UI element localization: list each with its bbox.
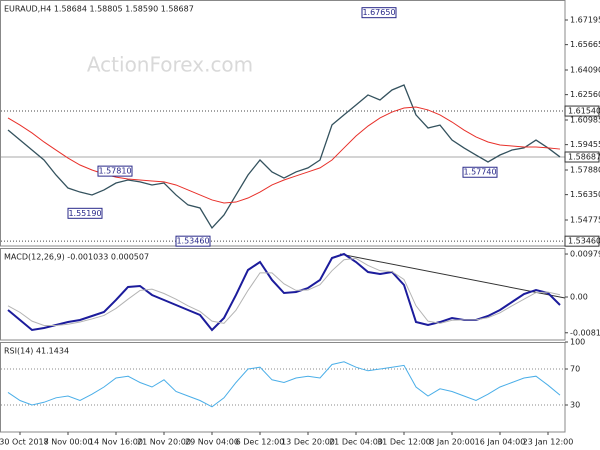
rsi-panel — [0, 342, 566, 433]
price-box — [564, 151, 600, 163]
watermark: ActionForex.com — [87, 53, 253, 77]
series-line — [7, 84, 561, 230]
trend-line — [339, 253, 566, 299]
annotation-box — [462, 166, 498, 178]
annotation-box — [67, 207, 103, 219]
x-tick-label: 21 Dec 04:00 — [329, 438, 383, 447]
x-tick-label: 8 Jan 20:00 — [429, 438, 475, 447]
y-tick-label: 70 — [570, 365, 580, 374]
y-tick-label: 1.65665 — [570, 40, 600, 49]
annotation-label: 1.55190 — [68, 209, 101, 218]
x-tick-label: 14 Nov 16:00 — [89, 438, 143, 447]
y-tick-label: 1.60985 — [570, 115, 600, 124]
x-tick-label: 7 Nov 00:00 — [44, 438, 93, 447]
panel-title: RSI(14) 41.1434 — [4, 347, 69, 356]
x-tick-label: 23 Jan 12:00 — [523, 438, 574, 447]
y-tick-label: 0.00 — [570, 293, 588, 302]
y-tick-label: 1.56350 — [570, 190, 600, 199]
panel-title: MACD(12,26,9) -0.001033 0.000507 — [4, 253, 149, 262]
price-box — [564, 235, 600, 247]
series-line — [7, 252, 561, 332]
y-tick-label: 1.57880 — [570, 165, 600, 174]
y-tick-label: 100 — [570, 338, 585, 347]
panel-title: EURAUD,H4 1.58684 1.58805 1.58590 1.5868… — [4, 5, 194, 14]
x-tick-label: 31 Dec 12:00 — [377, 438, 431, 447]
y-tick-label: -0.008152 — [570, 328, 600, 337]
x-tick-label: 21 Nov 20:00 — [137, 438, 191, 447]
x-tick-label: 29 Nov 04:00 — [185, 438, 239, 447]
price-box-label: 1.61540 — [568, 107, 600, 116]
price-box-label: 1.53460 — [568, 237, 600, 246]
y-tick-label: 1.62560 — [570, 90, 600, 99]
y-tick-label: 1.54775 — [570, 215, 600, 224]
macd-panel — [0, 248, 566, 341]
y-tick-label: 1.59455 — [570, 140, 600, 149]
y-tick-label: 1.67195 — [570, 15, 600, 24]
series-line — [7, 257, 561, 327]
annotation-label: 1.53460 — [176, 237, 209, 246]
y-tick-label: 30 — [570, 401, 580, 410]
x-tick-label: 6 Dec 12:00 — [236, 438, 285, 447]
annotation-box — [97, 165, 133, 177]
x-tick-label: 16 Jan 04:00 — [475, 438, 526, 447]
series-line — [7, 361, 561, 408]
price-box-label: 1.58687 — [568, 153, 600, 162]
annotation-box — [361, 7, 397, 19]
x-tick-label: 13 Dec 20:00 — [281, 438, 335, 447]
main-panel — [0, 0, 566, 247]
annotation-label: 1.57740 — [463, 168, 496, 177]
x-tick-label: 30 Oct 2018 — [0, 438, 49, 447]
y-tick-label: 0.009797 — [570, 250, 600, 259]
y-tick-label: 1.64090 — [570, 65, 600, 74]
annotation-label: 1.67650 — [362, 8, 395, 17]
annotation-label: 1.57810 — [98, 167, 131, 176]
price-box — [564, 105, 600, 117]
annotation-box — [175, 235, 211, 247]
